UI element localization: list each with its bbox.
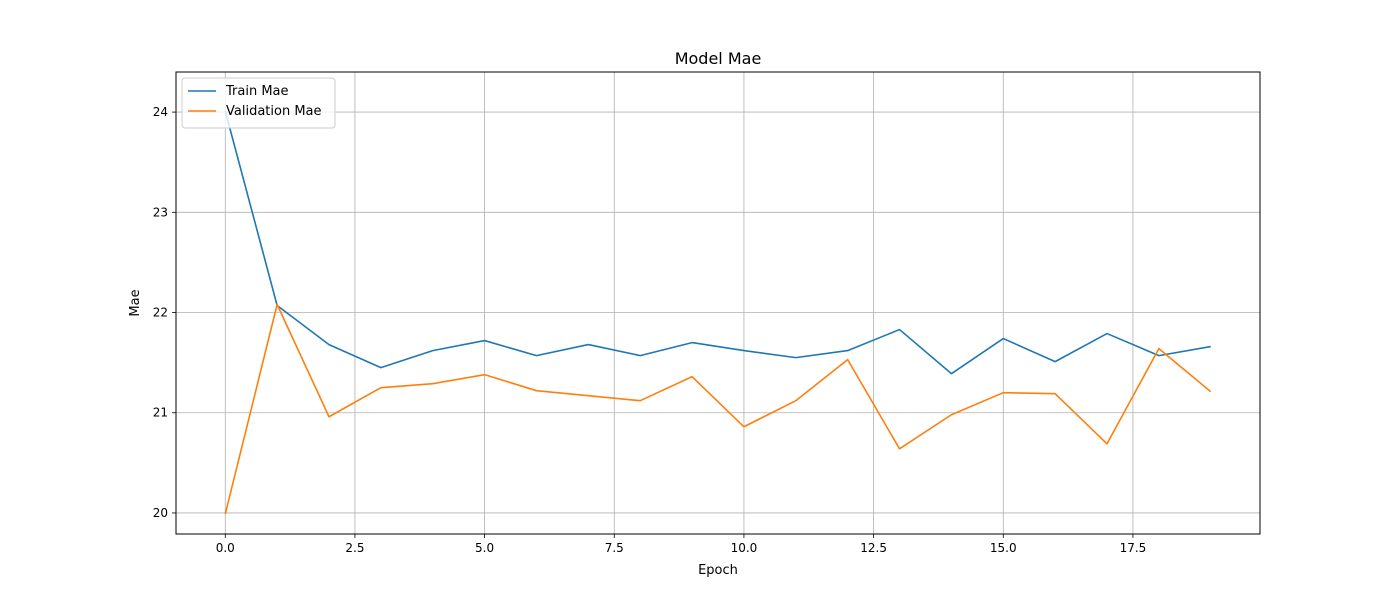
y-tick-label: 23: [153, 205, 168, 219]
legend-label: Train Mae: [225, 84, 289, 99]
series-lines: [224, 110, 1212, 515]
grid: [176, 72, 1260, 534]
y-tick-label: 22: [153, 306, 168, 320]
x-tick-label: 2.5: [345, 541, 364, 555]
y-tick-label: 20: [153, 506, 168, 520]
x-tick-label: 0.0: [216, 541, 235, 555]
y-tick-label: 21: [153, 406, 168, 420]
x-tick-label: 10.0: [731, 541, 758, 555]
x-tick-label: 7.5: [605, 541, 624, 555]
x-tick-label: 5.0: [475, 541, 494, 555]
chart-title: Model Mae: [675, 49, 762, 68]
plot-frame: [175, 71, 1261, 535]
x-tick-label: 17.5: [1120, 541, 1147, 555]
axis-ticks: 0.0 2.5 5.0 7.5 10.0 12.5 15.0 17.5 20 21 22 23 24: [153, 105, 1147, 555]
legend: Train Mae Validation Mae: [181, 77, 336, 129]
legend-box: [181, 77, 336, 129]
legend-label: Validation Mae: [226, 104, 322, 119]
series-line-1: [224, 303, 1212, 515]
x-axis-label: Epoch: [698, 563, 738, 578]
x-tick-label: 15.0: [990, 541, 1017, 555]
x-tick-label: 12.5: [860, 541, 887, 555]
y-tick-label: 24: [153, 105, 168, 119]
y-axis-label: Mae: [128, 289, 143, 316]
series-line-0: [224, 110, 1211, 375]
